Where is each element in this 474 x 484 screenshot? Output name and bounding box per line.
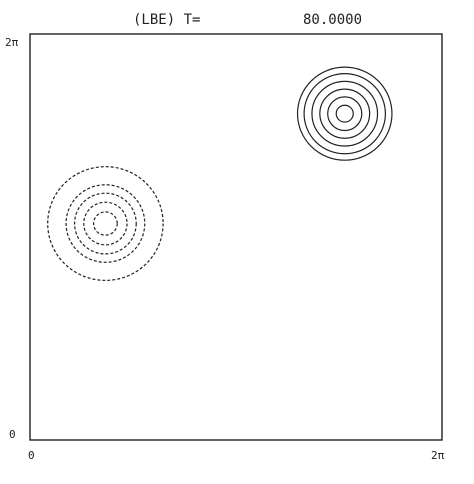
x-max-label: 2π xyxy=(431,449,445,462)
solid-contour-ring-5 xyxy=(303,73,386,155)
run-label: (LBE) T= xyxy=(133,12,200,28)
solid-contour-ring-6 xyxy=(296,66,393,161)
dashed-contour-ring-1 xyxy=(93,211,118,236)
solid-contour-ring-2 xyxy=(327,96,363,132)
dashed-contour-ring-4 xyxy=(65,184,146,263)
time-value: 80.0000 xyxy=(303,12,362,28)
y-min-label: 0 xyxy=(9,428,16,441)
solid-contour-ring-4 xyxy=(311,80,379,147)
negative-vortex-contours xyxy=(47,166,164,281)
x-min-label: 0 xyxy=(28,449,35,462)
plot-frame xyxy=(29,33,443,441)
positive-vortex-contours xyxy=(296,66,393,161)
solid-contour-ring-3 xyxy=(319,88,371,139)
dashed-contour-ring-5 xyxy=(47,166,164,281)
solid-contour-ring-1 xyxy=(335,104,354,123)
y-max-label: 2π xyxy=(5,36,19,49)
dashed-contour-ring-3 xyxy=(73,192,137,255)
dashed-contour-ring-2 xyxy=(83,201,128,246)
